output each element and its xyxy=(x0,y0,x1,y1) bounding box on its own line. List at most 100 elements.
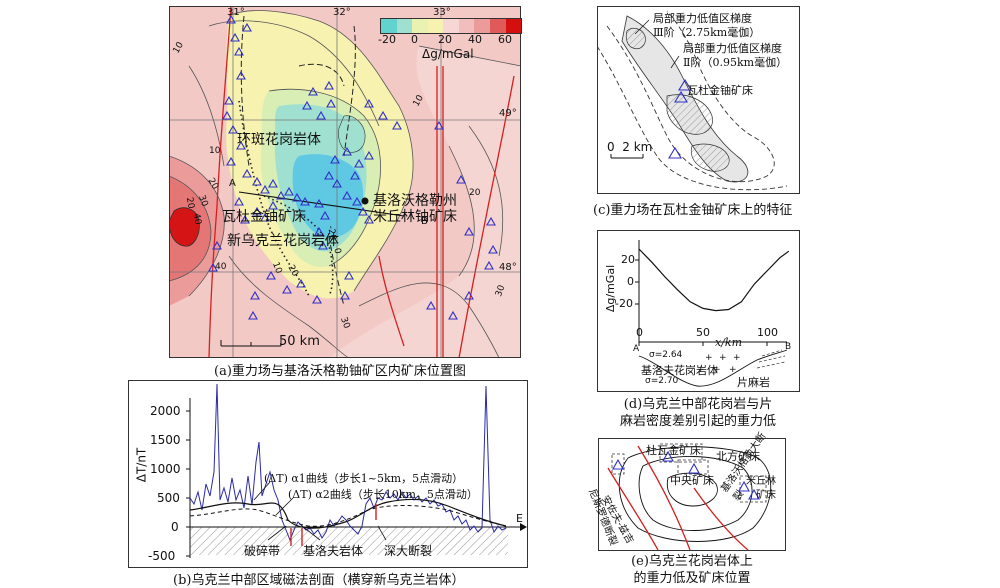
panel-a-map: -20 0 20 40 60 Δg/mGal 31° 32° 33° 49° 4… xyxy=(169,6,522,358)
x-axis-end: E xyxy=(516,512,523,525)
deposit-label: 瓦杜金铀矿床 xyxy=(687,84,753,97)
contour-label: 20 xyxy=(469,188,481,198)
legend-swatch xyxy=(474,19,490,33)
gradient-label-2-line2: Ⅱ阶（0.95km毫伽） xyxy=(683,56,788,69)
deposit-triangle-icon xyxy=(242,168,252,178)
rock-label-1: 基洛夫花岗岩体 xyxy=(641,364,718,377)
profile-end-a: A xyxy=(229,178,236,189)
legend-swatch xyxy=(489,19,506,33)
legend-unit: Δg/mGal xyxy=(422,47,474,61)
lat-label: 49° xyxy=(499,108,517,119)
gradient-label-1-line2: Ⅲ阶（2.75km毫伽） xyxy=(653,26,761,39)
deposit-triangle-icon xyxy=(326,98,336,108)
deposit-triangle-icon xyxy=(234,196,244,206)
contour-label: 10 xyxy=(209,146,221,156)
svg-text:+: + xyxy=(729,365,737,375)
deposit-triangle-icon xyxy=(314,198,324,208)
legend-tick: 40 xyxy=(468,33,482,46)
panel-e-caption-line1: (e)乌克兰花岗岩体上 xyxy=(631,554,753,569)
deposit-triangle-icon xyxy=(228,124,238,134)
legend-swatch xyxy=(412,19,428,33)
deposit-triangle-icon xyxy=(344,270,354,280)
d-end-a: A xyxy=(633,344,640,354)
deposit-triangle-icon xyxy=(340,290,350,300)
deposit-label-1: 瓦杜金铀矿床 xyxy=(222,209,306,225)
deposit-triangle-icon xyxy=(292,192,302,202)
profile-end-b: B xyxy=(421,216,428,227)
y-tick: 0 xyxy=(171,520,179,534)
map-scale-bar xyxy=(220,340,282,347)
y-tick: 1500 xyxy=(150,433,181,447)
panel-d-caption-line1: (d)乌克兰中部花岗岩与片 xyxy=(623,397,773,412)
deposit-triangle-icon xyxy=(486,216,496,226)
contour-label: 40 xyxy=(215,262,227,272)
legend-swatch xyxy=(443,19,459,33)
curve2-label: (ΔT) α2曲线（步长10km，5点滑动） xyxy=(288,488,478,501)
svg-text:+: + xyxy=(719,353,727,363)
deposit-triangle-icon xyxy=(434,120,444,130)
deposit-triangle-icon xyxy=(354,158,364,168)
svg-text:+: + xyxy=(705,353,713,363)
bottom-label: 深大断裂 xyxy=(384,544,433,558)
panel-a-caption: (a)重力场与基洛沃格勒铀矿区内矿床位置图 xyxy=(214,364,466,379)
deposit-triangle-icon xyxy=(364,98,374,108)
deposit-triangle-icon xyxy=(342,190,352,200)
deposit-triangle-icon xyxy=(242,22,252,32)
d-x-label: x/km xyxy=(715,336,743,349)
deposit-triangle-icon xyxy=(234,46,244,56)
curve1-label: (ΔT) α1曲线（步长1~5km，5点滑动） xyxy=(264,472,464,485)
deposit-triangle-icon xyxy=(240,214,250,224)
deposit-triangle-icon xyxy=(296,278,306,288)
d-x-tick: 50 xyxy=(696,326,710,339)
deposit-triangle-icon xyxy=(248,310,258,320)
deposit-triangle-icon xyxy=(342,146,352,156)
contour-label: 40 xyxy=(190,212,203,226)
lon-label: 31° xyxy=(227,7,245,18)
deposit-triangle-icon xyxy=(308,86,318,96)
e-label-d2: 北方矿床 xyxy=(716,450,760,463)
deposit-triangle-icon xyxy=(236,70,246,80)
y-tick: 500 xyxy=(157,491,180,505)
d-y-tick: -20 xyxy=(615,297,633,310)
detail-scale-label: 0 2 km xyxy=(607,140,653,154)
panel-b-caption: (b)乌克兰中部区域磁法剖面（横穿新乌克兰岩体） xyxy=(173,573,465,588)
map-scale-label: 50 km xyxy=(279,334,320,349)
legend-swatch xyxy=(396,19,413,33)
deposit-triangle-icon xyxy=(364,150,374,160)
gradient-label-1-line1: 局部重力低值区梯度 xyxy=(653,12,752,25)
deposit-triangle-icon xyxy=(226,156,236,166)
deposit-triangle-icon xyxy=(352,196,362,206)
svg-text:+: + xyxy=(697,365,705,375)
panel-e-map: 杜瓦金矿床 北方矿床 中央矿床 米丘林 矿床 安佐夫-兹吉 尼斯罗德断裂 基洛沃… xyxy=(586,431,786,551)
legend-swatch xyxy=(505,19,522,33)
gradient-label-2-line1: 局部重力低值区梯度 xyxy=(683,42,782,55)
legend-tick: 20 xyxy=(438,33,452,46)
city-label: 基洛沃格勒州 xyxy=(373,193,457,209)
gravity-profile-line xyxy=(638,248,790,312)
legend-ticks: -20 0 20 40 60 xyxy=(378,33,520,47)
y-tick: 1000 xyxy=(150,462,181,476)
deposit-triangle-icon xyxy=(208,262,218,272)
deposit-triangle-icon xyxy=(212,240,222,250)
d-y-tick: 20 xyxy=(621,253,635,266)
deposit-triangle-icon xyxy=(252,206,262,216)
d-x-tick: 0 xyxy=(636,326,643,339)
panel-d-caption-line2: 麻岩密度差别引起的重力低 xyxy=(619,414,776,429)
deposit-triangle-icon xyxy=(302,100,312,110)
legend-tick: 60 xyxy=(498,33,512,46)
deposit-triangle-icon xyxy=(426,300,436,310)
gravity-legend: -20 0 20 40 60 Δg/mGal xyxy=(378,18,522,68)
deposit-triangle-icon xyxy=(266,270,276,280)
density-1: σ=2.64 xyxy=(649,350,683,360)
legend-tick: 0 xyxy=(411,33,418,46)
deposit-triangle-icon xyxy=(364,214,374,224)
panel-b-profile: ΔT/nT 2000 1500 1000 500 0 -500 E (ΔT) α… xyxy=(128,380,528,568)
svg-text:+: + xyxy=(713,365,721,375)
panel-d-caption: (d)乌克兰中部花岗岩与片 麻岩密度差别引起的重力低 xyxy=(598,396,798,430)
deposit-triangle-icon xyxy=(268,200,278,210)
e-label-d3: 中央矿床 xyxy=(670,474,714,487)
deposit-triangle-icon xyxy=(314,226,324,236)
deposit-triangle-icon xyxy=(236,140,246,150)
panel-e-caption-line2: 的重力低及矿床位置 xyxy=(633,571,751,586)
deposit-triangle-icon xyxy=(316,110,326,120)
